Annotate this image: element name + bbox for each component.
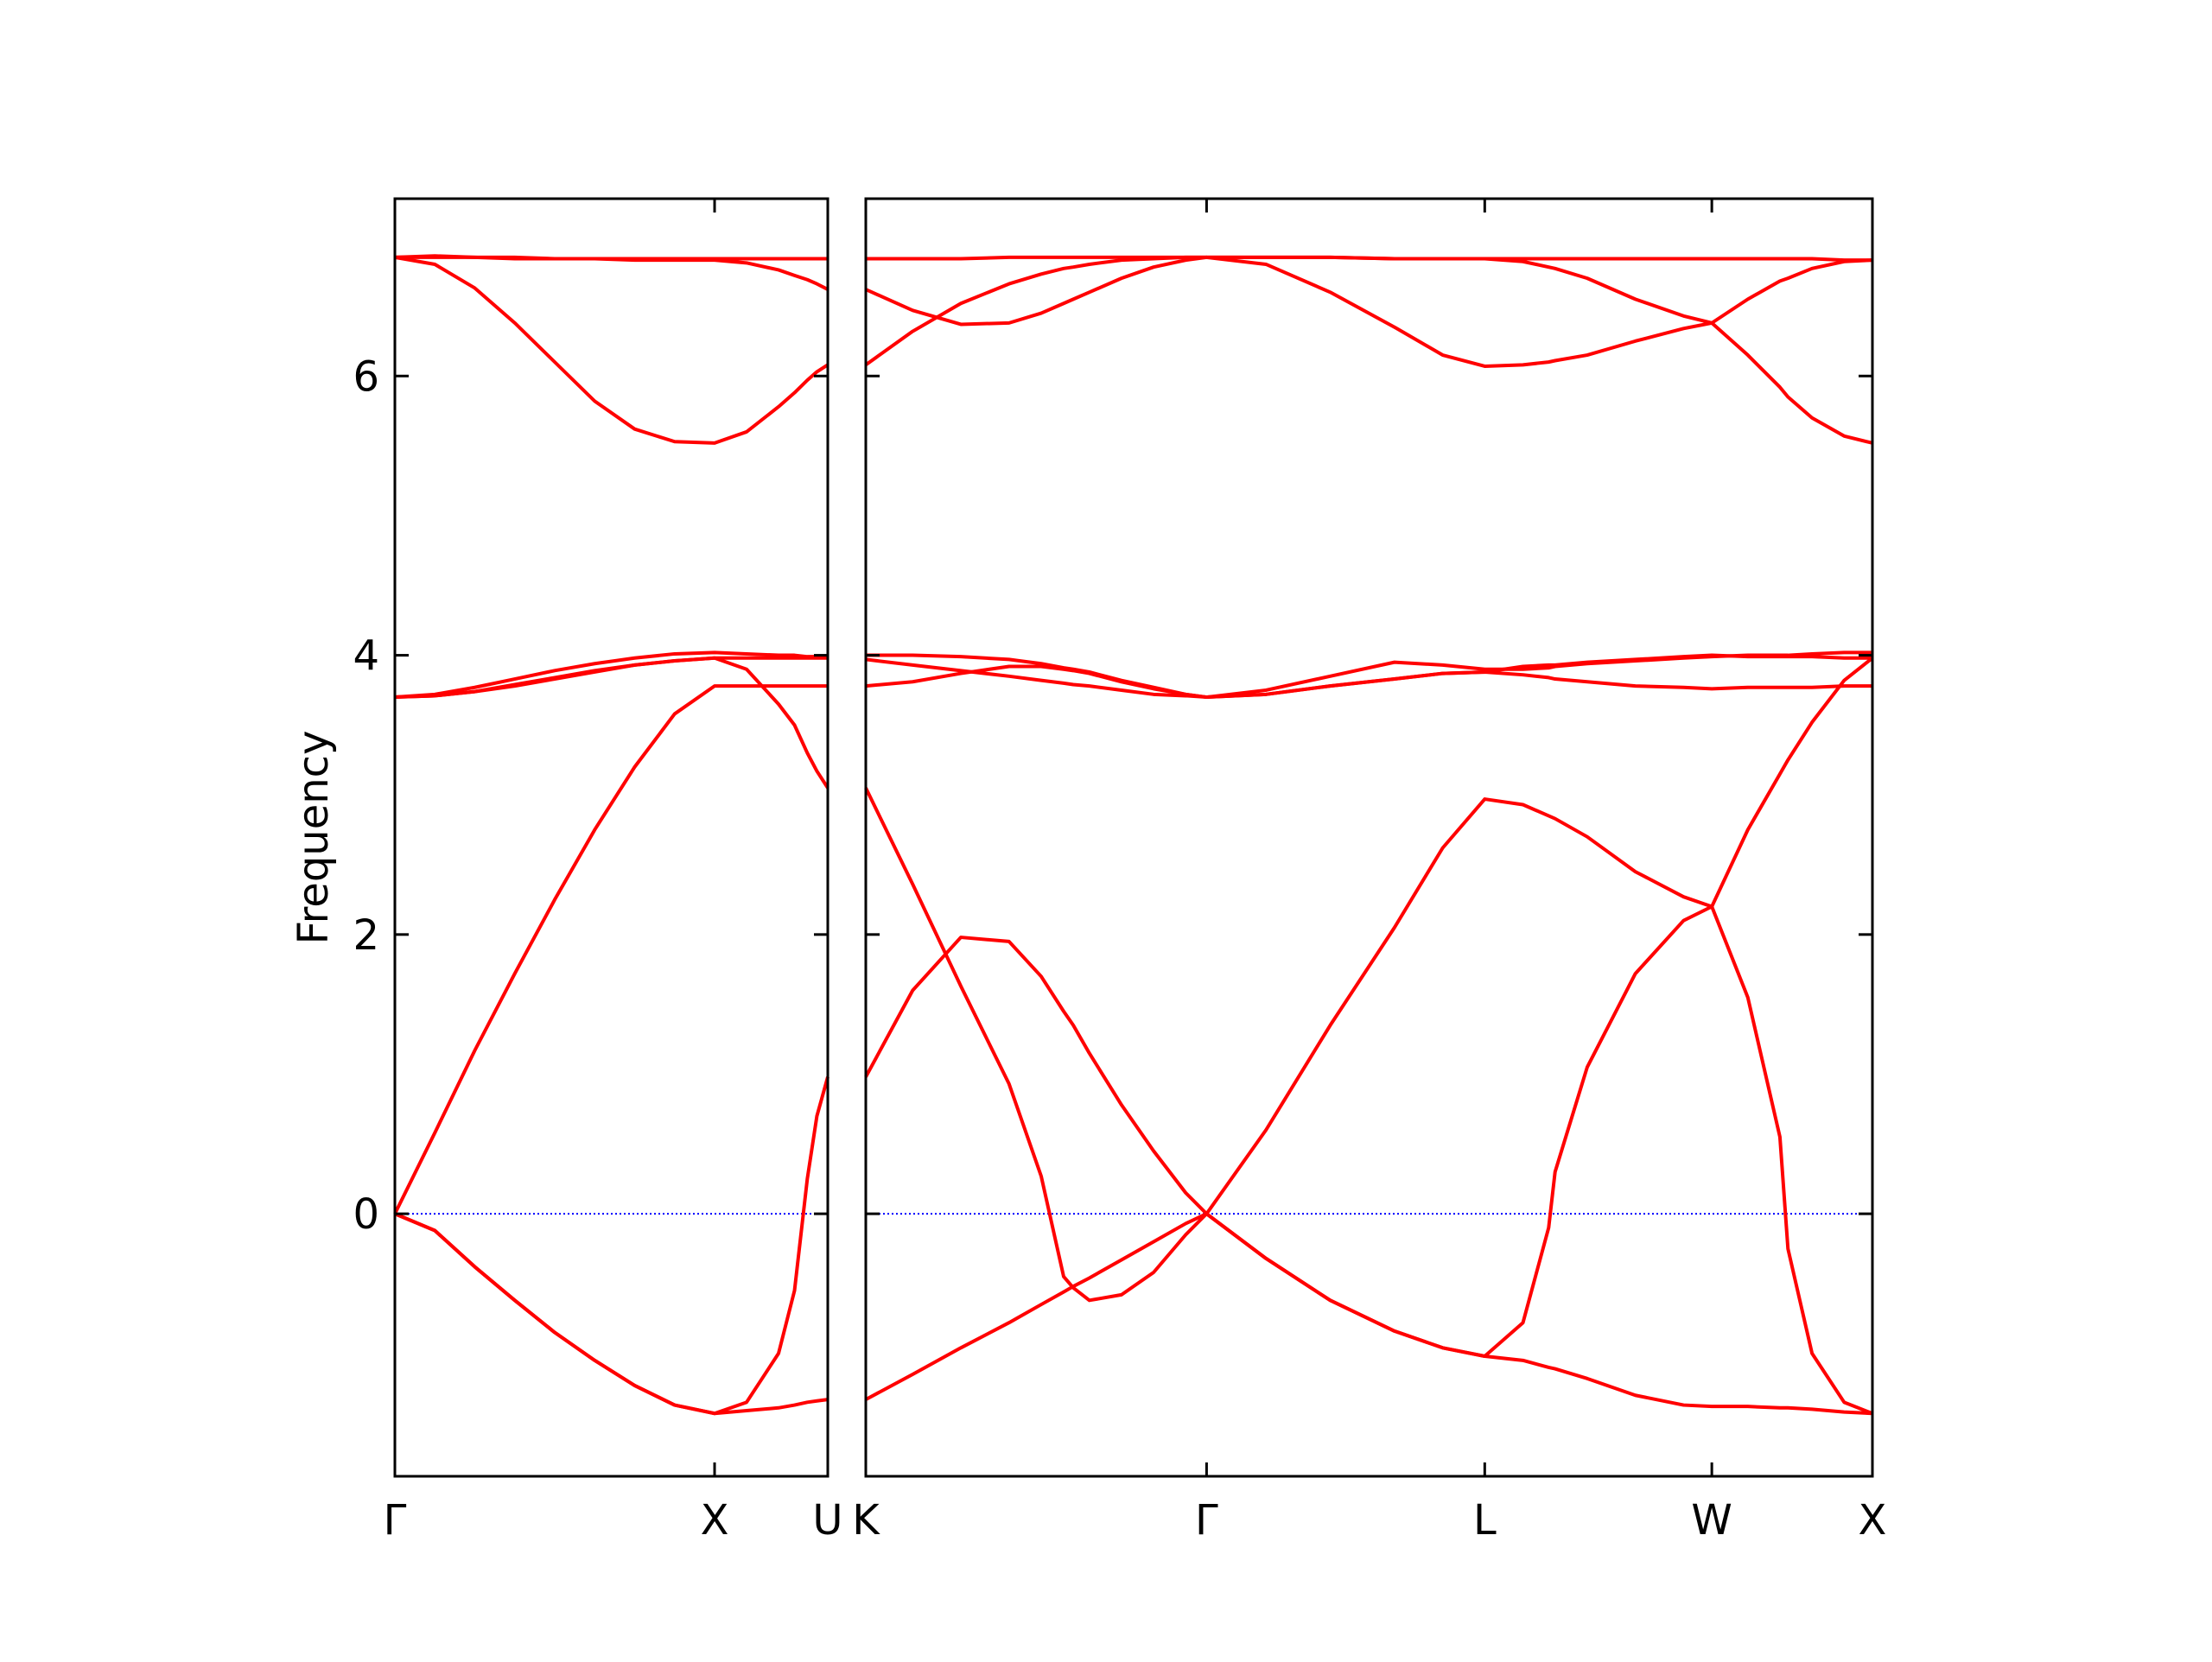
y-tick-label: 2	[353, 911, 379, 960]
x-tick-label: X	[701, 1496, 729, 1545]
x-tick-label: Γ	[384, 1496, 407, 1545]
band-line	[394, 656, 828, 700]
y-tick-label: 4	[353, 632, 379, 681]
x-tick-label: U	[812, 1496, 842, 1545]
x-tick-label: W	[1691, 1496, 1732, 1545]
band-line	[394, 254, 828, 261]
x-tick-label: Γ	[1195, 1496, 1218, 1545]
y-axis-label: Frequency	[289, 731, 338, 945]
band-line	[393, 684, 828, 1215]
band-line	[864, 255, 1873, 445]
y-tick-label: 6	[353, 352, 379, 401]
y-tick-label: 0	[353, 1190, 379, 1239]
band-line	[866, 255, 1872, 263]
band-line	[864, 787, 1873, 1416]
axes-frame	[864, 197, 1874, 1478]
x-tick-label: X	[1859, 1496, 1887, 1545]
band-line	[865, 653, 1872, 700]
band-line	[394, 1076, 830, 1416]
x-tick-label: K	[852, 1496, 880, 1545]
axes-frame	[393, 197, 830, 1478]
band-line	[864, 657, 1874, 1216]
band-line	[394, 650, 828, 700]
band-line	[394, 255, 830, 445]
x-tick-label: L	[1473, 1496, 1497, 1545]
